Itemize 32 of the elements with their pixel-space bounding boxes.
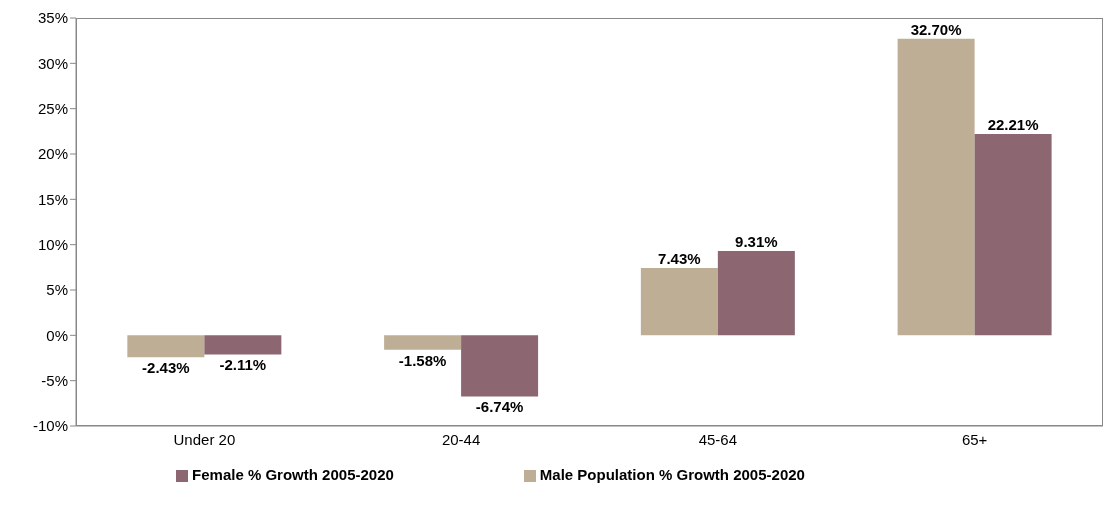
y-tick-label: 35%	[37, 9, 68, 27]
y-tick-label: 20%	[37, 145, 68, 163]
y-tick-label: 5%	[46, 281, 68, 299]
data-label: 7.43%	[658, 249, 701, 267]
bar	[127, 335, 205, 358]
data-label: -6.74%	[475, 398, 524, 416]
bar	[461, 335, 539, 397]
data-label: 9.31%	[735, 232, 778, 250]
x-tick-label: 45-64	[698, 430, 738, 448]
legend-label: Male Population % Growth 2005-2020	[539, 466, 805, 483]
data-label: -2.43%	[142, 359, 190, 377]
x-tick-label: 20-44	[441, 430, 481, 448]
legend-label: Female % Growth 2005-2020	[192, 466, 394, 483]
data-label: 22.21%	[987, 115, 1039, 133]
y-tick-label: 25%	[37, 99, 68, 117]
y-tick-label: 30%	[37, 54, 68, 72]
data-label: -1.58%	[398, 351, 447, 369]
bar	[717, 250, 795, 336]
bar	[384, 335, 462, 350]
y-tick-label: 0%	[46, 326, 68, 344]
bar	[974, 133, 1052, 336]
bar	[204, 335, 282, 355]
y-tick-label: -5%	[41, 371, 68, 389]
bar	[897, 38, 975, 336]
data-label: 32.70%	[910, 20, 962, 38]
y-tick-label: 15%	[37, 190, 68, 208]
x-tick-label: Under 20	[173, 430, 236, 448]
x-tick-label: 65+	[961, 430, 988, 448]
bar	[640, 267, 718, 336]
y-tick-label: 10%	[37, 235, 68, 253]
y-tick-label: -10%	[32, 417, 68, 435]
data-label: -2.11%	[219, 356, 267, 374]
